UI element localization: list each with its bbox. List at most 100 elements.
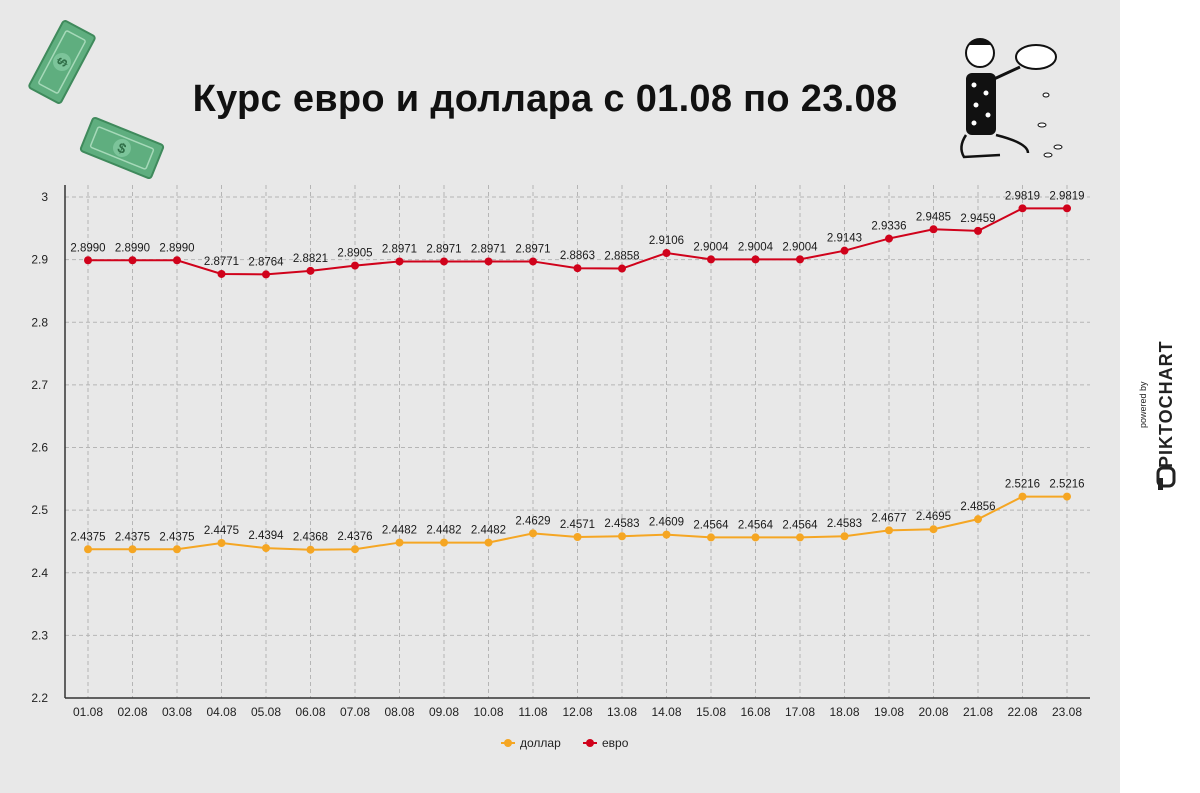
x-tick-label: 09.08 [429,705,459,719]
data-point [840,246,849,255]
y-tick-label: 2.3 [31,628,48,642]
data-label: 2.5216 [1005,479,1040,491]
chart-series [84,204,1071,554]
x-tick-label: 16.08 [740,705,770,719]
x-tick-label: 20.08 [918,705,948,719]
data-label: 2.8971 [515,243,550,255]
x-tick-label: 10.08 [473,705,503,719]
data-point [974,515,982,524]
data-point [840,532,849,541]
x-tick-label: 05.08 [251,705,281,719]
data-point [351,545,359,554]
data-point [1018,204,1027,213]
data-label: 2.4856 [960,501,995,513]
data-label: 2.8990 [159,242,194,254]
data-point [217,539,226,548]
x-tick-label: 19.08 [874,705,904,719]
side-strip [1120,0,1200,793]
data-point [217,269,226,278]
data-point [128,256,137,265]
data-point [306,545,315,554]
x-tick-label: 01.08 [73,705,103,719]
x-tick-label: 17.08 [785,705,815,719]
data-label: 2.4482 [382,525,417,537]
data-label: 2.8863 [560,250,595,262]
data-point [84,545,92,554]
x-tick-label: 21.08 [963,705,993,719]
x-tick-label: 15.08 [696,705,726,719]
data-point [262,544,270,553]
data-point [395,257,404,266]
x-tick-label: 03.08 [162,705,192,719]
data-point [796,533,804,542]
data-label: 2.4609 [649,517,684,529]
x-tick-label: 12.08 [562,705,592,719]
data-label: 2.9004 [782,241,818,253]
data-label: 2.9106 [649,235,684,247]
y-tick-label: 2.5 [31,503,48,517]
data-point [707,255,715,264]
data-label: 2.9485 [916,211,951,223]
chart-gridlines [65,185,1090,698]
man-with-piggy-bank-icon [960,38,1063,159]
data-label: 2.4629 [515,515,550,527]
data-label: 2.9143 [827,233,862,245]
data-point [618,532,626,541]
data-label: 2.4475 [204,525,239,537]
data-label: 2.4375 [70,531,105,543]
data-label: 2.4571 [560,519,595,531]
data-label: 2.8858 [604,251,639,263]
data-point [529,529,537,538]
data-point [885,526,893,535]
data-point [128,545,137,554]
x-tick-label: 13.08 [607,705,637,719]
data-label: 2.4695 [916,511,951,523]
data-label: 2.4376 [337,531,372,543]
data-label: 2.4583 [827,518,862,530]
data-label: 2.8971 [471,243,506,255]
x-tick-label: 18.08 [829,705,859,719]
data-label: 2.4583 [604,518,639,530]
data-label: 2.5216 [1049,479,1084,491]
data-label: 2.8771 [204,256,239,268]
data-label: 2.9459 [960,213,995,225]
data-point [173,545,181,554]
x-tick-label: 08.08 [384,705,414,719]
legend-marker [586,739,594,747]
data-point [1018,492,1027,501]
data-point [440,257,448,266]
x-tick-label: 11.08 [518,705,547,719]
x-tick-label: 23.08 [1052,705,1082,719]
data-point [1063,492,1071,501]
data-label: 2.9819 [1049,190,1084,202]
data-point [484,538,493,547]
data-label: 2.8990 [115,242,150,254]
data-point [662,248,671,257]
piktochart-brand[interactable]: powered by PIKTOCHART [1130,300,1190,500]
chart-axes: 2.2 2.3 2.4 2.5 2.6 2.7 2.8 2.9 3 01.08 02.08 03.08… [31,185,1090,719]
data-point [84,256,92,265]
data-point [573,532,582,541]
y-tick-label: 2.9 [31,253,48,267]
page-title: Курс евро и доллара с 01.08 по 23.08 [192,78,898,120]
data-label: 2.4677 [871,512,906,524]
data-label: 2.9336 [871,221,906,233]
chart-legend: доллар евро [501,736,629,750]
data-point [662,530,671,539]
legend-label: доллар [520,736,561,750]
data-point [1063,204,1071,213]
legend-marker [504,739,512,747]
data-label: 2.4375 [115,531,150,543]
line-chart: $ $ 2.22.32.42.52.62 [28,20,1090,750]
data-label: 2.4564 [738,519,774,531]
data-label: 2.4394 [248,530,284,542]
data-point [796,255,804,264]
data-label: 2.9004 [738,241,774,253]
powered-by-label: powered by [1138,381,1148,428]
data-point [573,264,582,273]
data-point [751,255,760,264]
data-label: 2.8905 [337,248,372,260]
data-point [395,538,404,547]
data-label: 2.8990 [70,242,105,254]
data-point [751,533,760,542]
